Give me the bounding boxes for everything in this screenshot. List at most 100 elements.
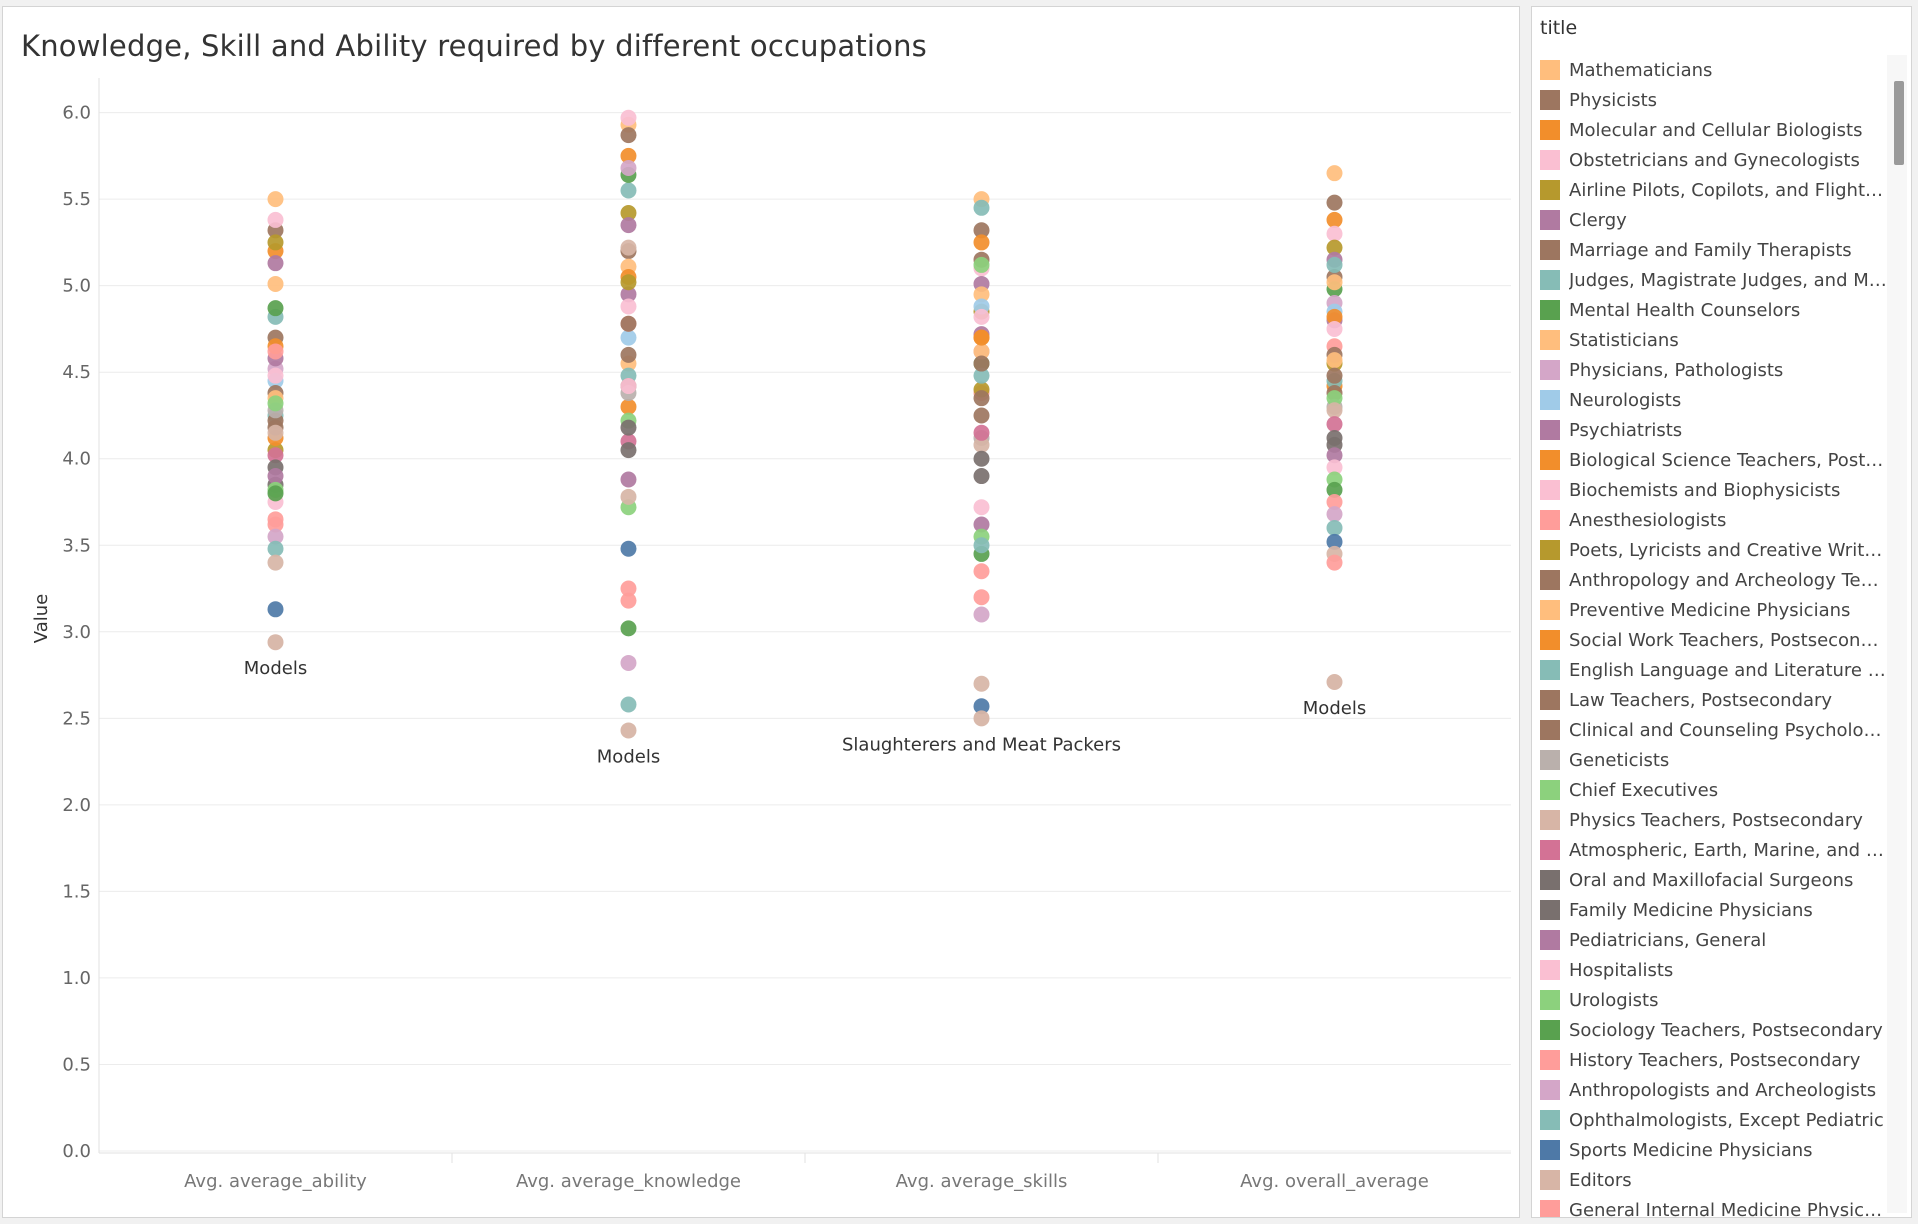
data-point[interactable] [620,540,637,557]
data-point[interactable] [620,329,637,346]
legend-item[interactable]: History Teachers, Postsecondary [1532,1045,1892,1075]
data-point[interactable] [620,239,637,256]
data-point[interactable] [1326,256,1343,273]
data-point[interactable] [267,191,284,208]
data-point[interactable] [620,580,637,597]
data-point[interactable] [973,355,990,372]
legend-item[interactable]: Geneticists [1532,745,1892,775]
legend-item[interactable]: Chief Executives [1532,775,1892,805]
data-point[interactable] [1326,416,1343,433]
legend-item[interactable]: Poets, Lyricists and Creative Writers [1532,535,1892,565]
data-point[interactable] [620,127,637,144]
data-point[interactable] [267,211,284,228]
data-point[interactable] [620,109,637,126]
data-point[interactable] [973,563,990,580]
data-point[interactable] [620,217,637,234]
legend-item[interactable]: Law Teachers, Postsecondary [1532,685,1892,715]
data-point[interactable] [1326,239,1343,256]
data-point[interactable] [1326,194,1343,211]
legend-item[interactable]: Anthropologists and Archeologists [1532,1075,1892,1105]
legend-item[interactable]: Anesthesiologists [1532,505,1892,535]
legend-item[interactable]: Statisticians [1532,325,1892,355]
data-point[interactable] [267,343,284,360]
legend-item[interactable]: Sociology Teachers, Postsecondary [1532,1015,1892,1045]
data-point[interactable] [973,199,990,216]
data-point[interactable] [973,436,990,453]
legend-item[interactable]: Molecular and Cellular Biologists [1532,115,1892,145]
data-point[interactable] [620,204,637,221]
data-point[interactable] [1326,519,1343,536]
legend-item[interactable]: Physicists [1532,85,1892,115]
data-point[interactable] [267,255,284,272]
data-point[interactable] [1326,554,1343,571]
data-point[interactable] [620,346,637,363]
data-point[interactable] [267,300,284,317]
data-point[interactable] [973,698,990,715]
data-point[interactable] [973,468,990,485]
legend-item[interactable]: Preventive Medicine Physicians [1532,595,1892,625]
data-point[interactable] [1326,367,1343,384]
data-point[interactable] [973,286,990,303]
data-point[interactable] [973,390,990,407]
legend-item[interactable]: Clergy [1532,205,1892,235]
data-point[interactable] [973,589,990,606]
data-point[interactable] [1326,481,1343,498]
data-point[interactable] [973,537,990,554]
legend-item[interactable]: Psychiatrists [1532,415,1892,445]
data-point[interactable] [1326,494,1343,511]
data-point[interactable] [620,398,637,415]
data-point[interactable] [973,450,990,467]
data-point[interactable] [1326,459,1343,476]
data-point[interactable] [267,511,284,528]
data-point[interactable] [973,675,990,692]
data-point[interactable] [973,407,990,424]
data-point[interactable] [973,710,990,727]
legend-item[interactable]: Family Medicine Physicians [1532,895,1892,925]
data-point[interactable] [267,634,284,651]
legend-item[interactable]: Marriage and Family Therapists [1532,235,1892,265]
data-point[interactable] [620,274,637,291]
legend-item[interactable]: Social Work Teachers, Postseconda.. [1532,625,1892,655]
data-point[interactable] [973,256,990,273]
data-point[interactable] [973,606,990,623]
legend-scrollbar[interactable] [1887,55,1907,1213]
data-point[interactable] [620,159,637,176]
data-point[interactable] [973,516,990,533]
data-point[interactable] [620,419,637,436]
legend-item[interactable]: Anthropology and Archeology Teac.. [1532,565,1892,595]
legend-item[interactable]: Clinical and Counseling Psychologis.. [1532,715,1892,745]
data-point[interactable] [267,485,284,502]
legend-item[interactable]: English Language and Literature Te.. [1532,655,1892,685]
legend-item[interactable]: Physics Teachers, Postsecondary [1532,805,1892,835]
data-point[interactable] [620,378,637,395]
data-point[interactable] [1326,320,1343,337]
legend-item[interactable]: Mental Health Counselors [1532,295,1892,325]
legend-item[interactable]: Neurologists [1532,385,1892,415]
legend-item[interactable]: Hospitalists [1532,955,1892,985]
data-point[interactable] [620,654,637,671]
data-point[interactable] [620,442,637,459]
data-point[interactable] [973,222,990,239]
legend-item[interactable]: Oral and Maxillofacial Surgeons [1532,865,1892,895]
data-point[interactable] [973,329,990,346]
legend-item[interactable]: Editors [1532,1165,1892,1195]
data-point[interactable] [267,468,284,485]
legend-item[interactable]: Physicians, Pathologists [1532,355,1892,385]
legend-item[interactable]: Atmospheric, Earth, Marine, and Sp.. [1532,835,1892,865]
data-point[interactable] [1326,308,1343,325]
data-point[interactable] [973,343,990,360]
data-point[interactable] [267,424,284,441]
data-point[interactable] [267,395,284,412]
legend-item[interactable]: Airline Pilots, Copilots, and Flight E.. [1532,175,1892,205]
data-point[interactable] [620,286,637,303]
legend-list[interactable]: Mathematicians Physicists Molecular and Ce… [1532,55,1892,1217]
legend-item[interactable]: Biochemists and Biophysicists [1532,475,1892,505]
data-point[interactable] [267,554,284,571]
legend-item[interactable]: Sports Medicine Physicians [1532,1135,1892,1165]
legend-item[interactable]: Biological Science Teachers, Postse.. [1532,445,1892,475]
data-point[interactable] [267,601,284,618]
legend-scrollbar-thumb[interactable] [1894,81,1904,165]
data-point[interactable] [1326,274,1343,291]
data-point[interactable] [973,367,990,384]
data-point[interactable] [620,471,637,488]
